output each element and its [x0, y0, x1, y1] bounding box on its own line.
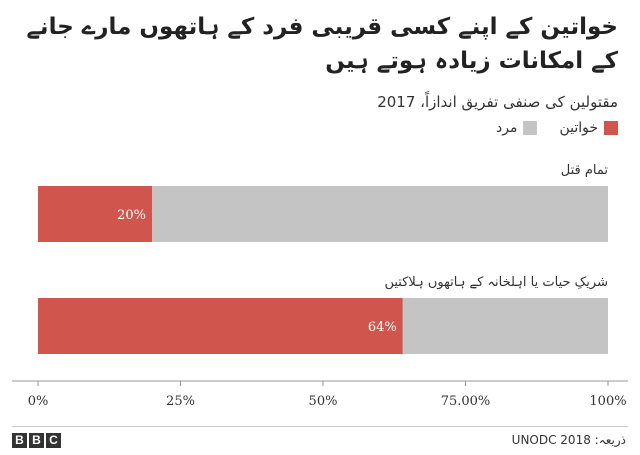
legend-label-women: خواتین — [559, 120, 598, 136]
x-tick-label: 100% — [589, 394, 626, 409]
bbc-logo: B B C — [12, 433, 63, 448]
chart-subtitle: مقتولین کی صنفی تفریق اندازاً، 2017 — [377, 93, 618, 111]
x-tick-label: 0% — [28, 394, 49, 409]
bbc-logo-letter: B — [12, 433, 27, 448]
legend-label-men: مرد — [495, 120, 518, 136]
legend-swatch-women — [604, 121, 618, 135]
legend-item-men: مرد — [495, 120, 538, 136]
data-label: 20% — [117, 208, 146, 223]
bbc-logo-letter: B — [29, 433, 44, 448]
bbc-logo-letter: C — [46, 433, 61, 448]
data-label: 64% — [368, 320, 397, 335]
bar-segment-women — [38, 186, 152, 242]
source-note: ذریعہ: UNODC 2018 — [511, 433, 626, 447]
x-tick-label: 25% — [166, 394, 195, 409]
bar-segment-men — [402, 298, 608, 354]
legend: خواتین مرد — [474, 120, 618, 136]
bar-segment-women — [38, 298, 403, 354]
x-tick-label: 75.00% — [441, 394, 491, 409]
category-label: شریکِ حیات یا اہلخانہ کے ہاتھوں ہلاکتیں — [384, 275, 608, 290]
chart-title: خواتین کے اپنے کسی قریبی فرد کے ہاتھوں م… — [26, 14, 618, 74]
bar-segment-men — [152, 186, 608, 242]
footer-divider — [12, 426, 628, 427]
category-label: تمام قتل — [561, 163, 609, 178]
legend-item-women: خواتین — [559, 120, 618, 136]
legend-swatch-men — [523, 121, 538, 135]
bar-chart: تمام قتل 20% شریکِ حیات یا اہلخانہ کے ہاتھ… — [12, 163, 628, 409]
x-tick-label: 50% — [309, 394, 338, 409]
